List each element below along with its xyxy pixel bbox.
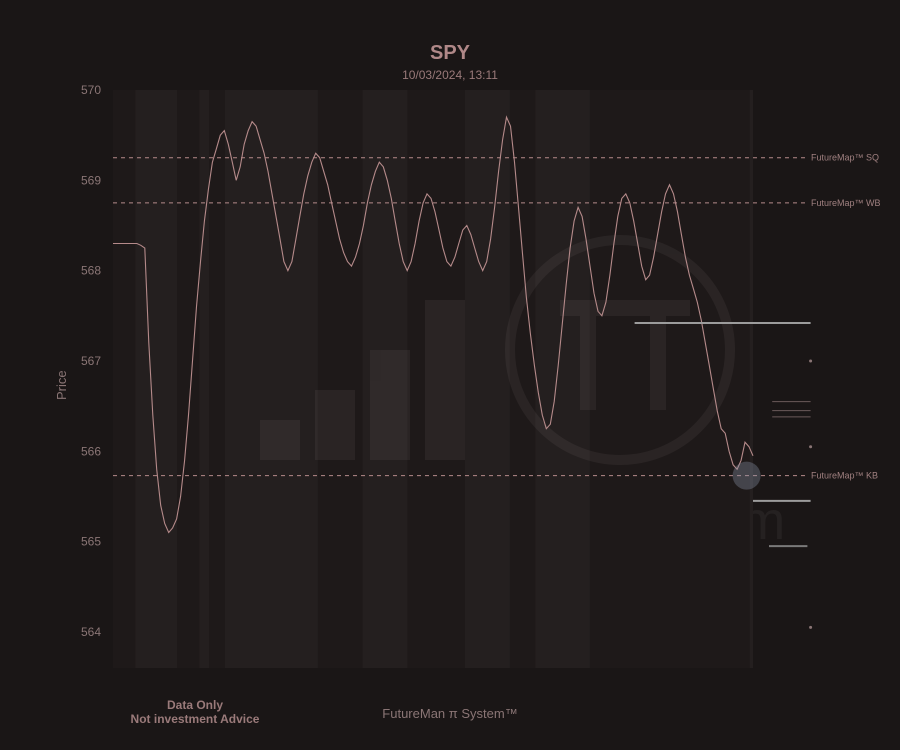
- svg-text:569: 569: [81, 173, 101, 187]
- svg-text:564: 564: [81, 625, 101, 639]
- svg-text:FutureMap™ WB: FutureMap™ WB: [811, 198, 881, 208]
- svg-text:565: 565: [81, 535, 101, 549]
- svg-text:567: 567: [81, 354, 101, 368]
- footer-brand: FutureMan π System™: [0, 706, 900, 721]
- svg-text:FutureMap™ SQ: FutureMap™ SQ: [811, 153, 879, 163]
- price-chart: 564 565 566 567 568 569 570 FutureMap™ SQ Future…: [0, 0, 900, 750]
- svg-text:566: 566: [81, 444, 101, 458]
- svg-text:570: 570: [81, 83, 101, 97]
- svg-text:FutureMap™ KB: FutureMap™ KB: [811, 471, 878, 481]
- svg-text:568: 568: [81, 264, 101, 278]
